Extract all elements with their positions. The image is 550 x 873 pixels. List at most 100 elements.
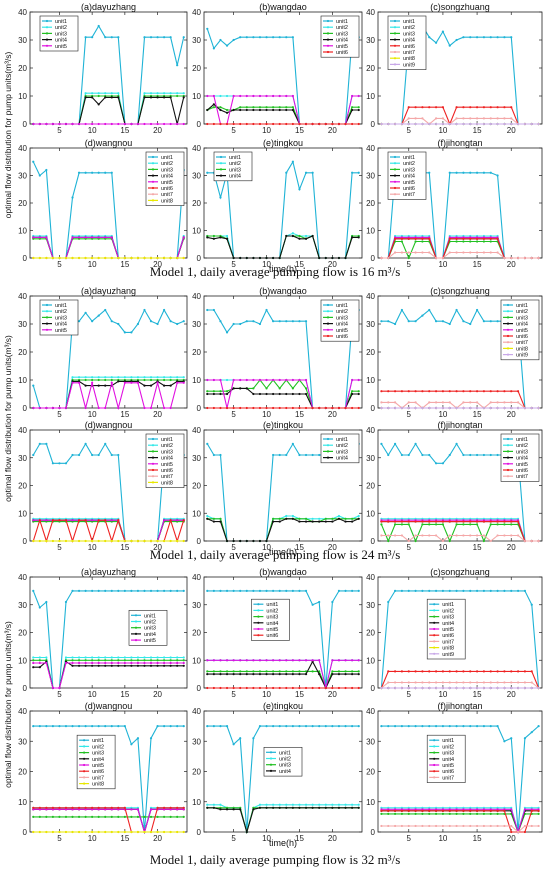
data-point-unit2 [130,806,133,809]
data-point-unit4 [212,806,215,809]
legend-entry: unit2 [442,744,454,750]
data-point-unit5 [176,381,179,384]
data-point-unit5 [97,808,100,811]
data-point-unit3 [393,523,397,526]
data-point-unit5 [182,661,185,665]
data-point-unit7 [475,401,479,404]
data-point-unit4 [272,520,275,523]
data-point-unit7 [462,251,465,254]
data-point-unit1 [351,589,354,592]
data-point-unit4 [278,673,281,676]
data-point-unit9 [428,686,431,690]
y-tick-label: 30 [18,172,27,181]
data-point-unit1 [448,453,451,457]
data-point-unit1 [285,171,288,174]
data-point-unit6 [428,670,431,673]
data-point-unit5 [219,659,222,662]
y-tick-label: 30 [18,454,27,463]
data-point-unit5 [206,94,209,98]
data-point-unit1 [156,589,159,592]
data-point-unit6 [489,520,492,523]
data-point-unit3 [428,523,431,526]
data-point-unit1 [421,453,424,457]
data-point-unit9 [530,686,533,690]
data-point-unit1 [169,725,172,728]
data-point-unit5 [51,406,54,410]
data-point-unit4 [278,108,281,112]
data-point-unit1 [182,36,185,39]
data-point-unit6 [351,406,354,410]
data-point-unit6 [510,670,513,673]
legend-entry: unit4 [161,456,173,462]
y-tick-label: 20 [18,482,27,491]
legend-marker [326,437,330,441]
x-axis-label: time(h) [269,547,297,557]
data-point-unit4 [258,392,262,396]
data-point-unit1 [84,589,87,592]
data-point-unit5 [130,381,133,384]
data-point-unit4 [351,392,354,396]
data-point-unit3 [421,812,424,815]
data-point-unit3 [143,815,146,818]
data-point-unit2 [91,92,94,95]
data-point-unit3 [265,670,268,673]
x-tick-label: 10 [262,410,271,419]
caption-16: Model 1, daily average pumping flow is 1… [149,264,401,279]
data-point-unit1 [97,453,100,457]
legend-marker [134,639,138,642]
x-tick-label: 10 [262,126,271,135]
data-point-unit3 [469,240,472,243]
data-point-unit5 [71,661,74,665]
y-tick-label: 40 [18,707,27,716]
data-point-unit7 [407,681,410,684]
data-point-unit3 [455,240,458,243]
data-point-unit6 [110,806,113,809]
data-point-unit7 [387,681,390,684]
data-point-unit1 [272,725,275,728]
data-point-unit3 [291,670,294,673]
data-point-unit7 [380,824,383,828]
data-point-unit9 [475,122,479,126]
data-point-unit5 [311,659,314,662]
x-tick-label: 15 [120,260,129,269]
data-point-unit3 [400,812,404,815]
data-point-unit3 [298,517,301,520]
data-point-unit3 [285,106,288,109]
legend-marker [393,186,397,190]
x-tick-label: 15 [473,834,482,843]
legend-entry: unit5 [336,44,348,50]
data-point-unit1 [110,589,113,592]
data-point-unit8 [64,256,68,260]
data-point-unit2 [45,656,48,659]
legend-marker [326,450,330,453]
data-point-unit6 [245,406,248,410]
data-point-unit3 [45,815,48,818]
y-tick-label: 20 [18,629,27,638]
data-point-unit3 [212,390,215,393]
data-point-unit6 [337,122,341,126]
legend-marker [134,620,138,623]
data-point-unit4 [272,392,275,396]
data-point-unit5 [351,659,354,662]
data-point-unit1 [510,589,513,592]
data-point-unit1 [156,36,159,39]
data-point-unit8 [117,830,120,834]
data-point-unit1 [212,308,215,312]
x-tick-label: 5 [57,126,62,135]
data-point-unit1 [84,442,87,445]
data-point-unit5 [448,808,451,811]
series-line-unit6 [33,807,184,833]
legend-entry: unit2 [144,620,156,626]
data-point-unit7 [455,251,458,254]
data-point-unit3 [225,390,229,393]
data-point-unit8 [123,539,126,543]
series-line-unit7 [381,117,539,125]
legend-marker [506,303,510,307]
data-point-unit3 [421,240,424,243]
y-tick-label: 20 [366,348,375,357]
data-point-unit3 [421,523,424,526]
data-point-unit1 [462,453,465,457]
